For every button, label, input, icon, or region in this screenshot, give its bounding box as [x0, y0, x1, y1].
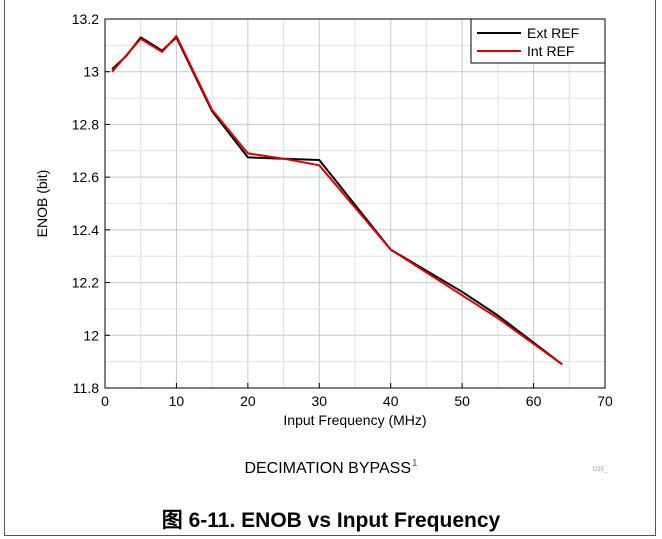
y-tick-label: 13 — [83, 64, 99, 80]
y-tick-label: 12.8 — [72, 116, 99, 132]
y-tick-label: 12.2 — [72, 275, 99, 291]
tick-layer: 0 10 20 30 40 50 60 70 11.8 12 12.2 12.4 12.6 12.8 13 1… — [72, 11, 613, 409]
series-line-int-ref — [111, 35, 563, 366]
figure-caption: 图 6-11. ENOB vs Input Frequency — [161, 509, 501, 532]
subtitle-text: DECIMATION BYPASS — [244, 460, 411, 477]
plot-border — [104, 18, 606, 389]
chart-subtitle: DECIMATION BYPASS1 — [0, 458, 662, 478]
footnote-ref[interactable]: 1 — [411, 458, 418, 469]
x-tick-label: 20 — [240, 393, 256, 409]
y-tick-label: 12.6 — [72, 169, 99, 185]
series-layer — [111, 35, 563, 366]
x-tick-label: 10 — [169, 393, 185, 409]
x-tick-label: 60 — [526, 393, 542, 409]
grid — [105, 19, 605, 388]
legend-label-ext-ref: Ext REF — [527, 25, 579, 41]
y-tick-label: 11.8 — [73, 380, 99, 396]
x-tick-label: 30 — [311, 393, 327, 409]
enob-chart: 0 10 20 30 40 50 60 70 11.8 12 12.2 12.4 12.6 12.8 13 1… — [34, 11, 613, 428]
figure-code: D15_ — [593, 467, 608, 473]
legend: Ext REF Int REF — [470, 18, 606, 64]
figure-frame — [4, 0, 656, 536]
legend-box — [470, 18, 606, 64]
x-axis-label: Input Frequency (MHz) — [283, 412, 426, 428]
x-tick-label: 50 — [454, 393, 470, 409]
y-tick-label: 12 — [83, 327, 99, 343]
x-tick-label: 0 — [101, 393, 109, 409]
y-axis-label: ENOB (bit) — [34, 170, 50, 238]
y-tick-label: 12.4 — [72, 222, 99, 238]
series-line-ext-ref — [111, 36, 563, 366]
x-tick-label: 40 — [383, 393, 399, 409]
legend-label-int-ref: Int REF — [527, 43, 574, 59]
x-tick-label: 70 — [597, 393, 613, 409]
y-tick-label: 13.2 — [72, 11, 99, 27]
